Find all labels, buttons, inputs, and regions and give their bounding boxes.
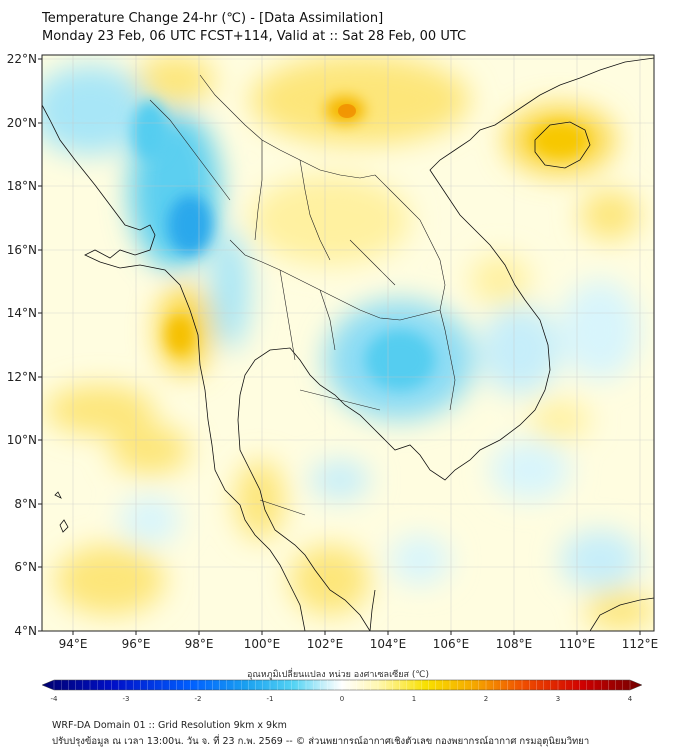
lon-label: 108°E (496, 637, 533, 651)
lat-label: 16°N (7, 243, 37, 257)
lat-label: 18°N (7, 179, 37, 193)
temperature-field (42, 55, 654, 631)
coastlines (42, 57, 654, 631)
lon-label: 106°E (433, 637, 470, 651)
footer-credits: ปรับปรุงข้อมูล ณ เวลา 13:00น. วัน จ. ที่… (52, 736, 590, 747)
map-subtitle: Monday 23 Feb, 06 UTC FCST+114, Valid at… (42, 29, 467, 44)
lat-ticks (38, 58, 42, 632)
colorbar-tick-label: 4 (628, 695, 633, 703)
map-frame (41, 54, 655, 632)
colorbar-tick-label: 2 (484, 695, 488, 703)
lon-label: 104°E (370, 637, 407, 651)
borders (149, 74, 456, 516)
colorbar: -4 -3 -2 -1 0 1 2 3 4 (41, 679, 643, 703)
lon-ticks (72, 631, 641, 635)
colorbar-tick-label: 1 (412, 695, 416, 703)
hot-spot (338, 104, 356, 118)
lon-label: 96°E (122, 637, 151, 651)
colorbar-label: อุณหภูมิเปลี่ยนแปลง หน่วย องศาเซลเซียส (… (246, 670, 430, 680)
colorbar-tick-label: 0 (340, 695, 344, 703)
lat-label: 12°N (7, 370, 37, 384)
colorbar-tick-label: -4 (51, 695, 59, 703)
colorbar-tick-label: -2 (195, 695, 202, 703)
colorbar-ticks: -4 -3 -2 -1 0 1 2 3 4 (51, 680, 633, 703)
lat-labels: 22°N 20°N 18°N 16°N 14°N 12°N 10°N 8°N 6… (7, 52, 37, 638)
lon-label: 100°E (244, 637, 281, 651)
lat-label: 4°N (14, 624, 37, 638)
lat-label: 6°N (14, 560, 37, 574)
footer-model-info: WRF-DA Domain 01 :: Grid Resolution 9km … (52, 720, 287, 731)
colorbar-tick-label: -3 (123, 695, 130, 703)
lon-labels: 94°E 96°E 98°E 100°E 102°E 104°E 106°E 1… (59, 637, 659, 651)
lat-label: 22°N (7, 52, 37, 66)
lon-label: 112°E (622, 637, 659, 651)
lon-label: 94°E (59, 637, 88, 651)
lat-label: 14°N (7, 306, 37, 320)
lat-label: 8°N (14, 497, 37, 511)
lon-label: 102°E (307, 637, 344, 651)
map-title: Temperature Change 24-hr (℃) - [Data Ass… (42, 11, 384, 26)
colorbar-tick-label: 3 (556, 695, 560, 703)
lat-label: 20°N (7, 116, 37, 130)
lon-label: 110°E (559, 637, 596, 651)
lat-label: 10°N (7, 433, 37, 447)
lon-label: 98°E (185, 637, 214, 651)
colorbar-tick-label: -1 (267, 695, 274, 703)
